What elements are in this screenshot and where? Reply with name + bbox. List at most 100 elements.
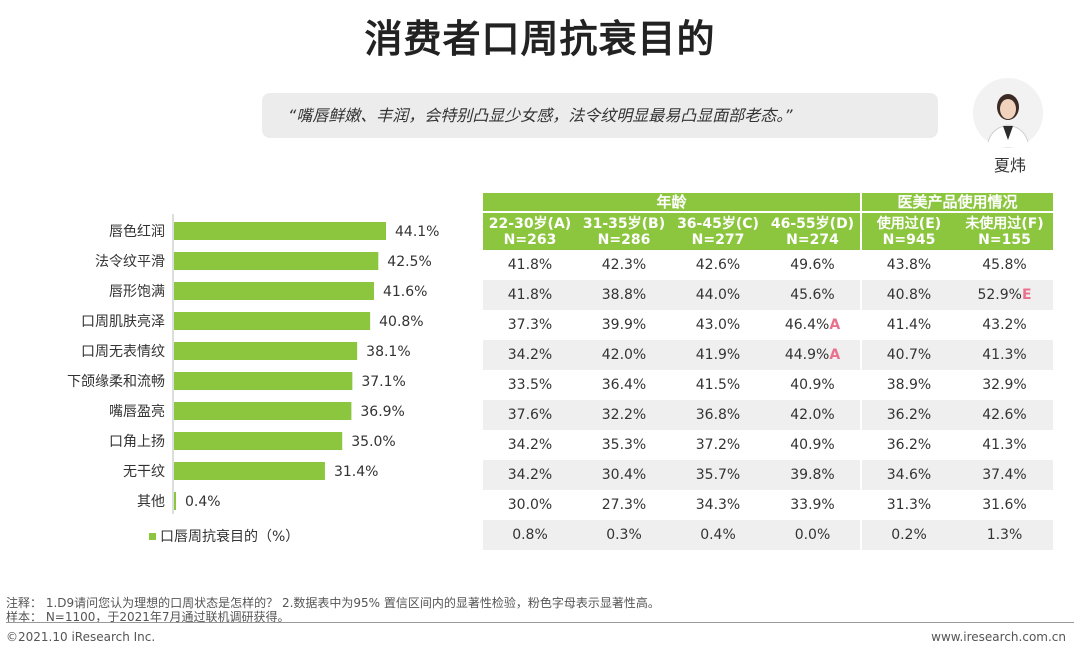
data-label: 35.0%	[351, 434, 395, 450]
table-cell: 46.4%A	[765, 310, 862, 340]
table-cell: 30.4%	[577, 460, 671, 490]
group-header-age: 年龄	[483, 193, 862, 211]
cell-value: 41.3%	[982, 347, 1027, 363]
column-header: 36-45岁(C) N=277	[671, 211, 765, 250]
table-row: 34.2% 30.4% 35.7% 39.8% 34.6% 37.4%	[483, 460, 1053, 490]
cell-value: 39.9%	[601, 317, 647, 333]
cell-value: 41.8%	[507, 257, 553, 273]
cell-value: 49.6%	[790, 257, 835, 273]
cell-value: 43.2%	[982, 317, 1027, 333]
table-row: 37.6% 32.2% 36.8% 42.0% 36.2% 42.6%	[483, 400, 1053, 430]
cell-value: 37.2%	[695, 437, 741, 453]
table-row: 37.3% 39.9% 43.0% 46.4%A 41.4% 43.2%	[483, 310, 1053, 340]
column-header: 31-35岁(B) N=286	[577, 211, 671, 250]
table-cell: 27.3%	[577, 490, 671, 520]
column-header: 使用过(E) N=945	[862, 211, 956, 250]
category-label: 其他	[137, 494, 165, 510]
cell-value: 34.2%	[507, 437, 553, 453]
person-icon	[973, 78, 1043, 148]
column-label: 46-55岁(D)	[770, 215, 855, 232]
table-cell: 33.9%	[765, 490, 862, 520]
table-cell: 41.9%	[671, 340, 765, 370]
footnote: 注释： 1.D9请问您认为理想的口周状态是怎样的？ 2.数据表中为95% 置信区…	[6, 596, 660, 610]
cell-value: 45.6%	[790, 287, 835, 303]
table-cell: 37.6%	[483, 400, 577, 430]
column-sample-size: N=277	[691, 231, 745, 248]
column-label: 未使用过(F)	[965, 215, 1044, 232]
cell-value: 45.8%	[982, 257, 1027, 273]
cell-value: 37.6%	[507, 407, 553, 423]
cell-value: 41.5%	[695, 377, 741, 393]
column-sample-size: N=263	[503, 231, 557, 248]
table-row: 41.8% 38.8% 44.0% 45.6% 40.8% 52.9%E	[483, 280, 1053, 310]
cell-value: 41.8%	[507, 287, 553, 303]
table-cell: 52.9%E	[956, 280, 1053, 310]
table-cell: 45.6%	[765, 280, 862, 310]
cell-value: 0.2%	[891, 527, 927, 543]
group-header-aesthetic-usage: 医美产品使用情况	[862, 193, 1053, 211]
table-cell: 37.4%	[956, 460, 1053, 490]
cell-value: 32.9%	[982, 377, 1027, 393]
bar	[174, 282, 374, 300]
table-cell: 39.8%	[765, 460, 862, 490]
cell-value: 43.0%	[695, 317, 741, 333]
cell-value: 44.9%	[784, 347, 830, 363]
cell-value: 42.6%	[982, 407, 1027, 423]
cell-value: 27.3%	[601, 497, 647, 513]
website-link[interactable]: www.iresearch.com.cn	[931, 630, 1066, 644]
data-label: 0.4%	[185, 494, 221, 510]
cell-value: 32.2%	[601, 407, 647, 423]
bar-chart: 唇色红润 44.1% 法令纹平滑 42.5% 唇形饱满 41.6% 口周肌肤亮泽 40.8% 口…	[67, 214, 439, 545]
table-cell: 34.3%	[671, 490, 765, 520]
column-sample-size: N=274	[786, 231, 839, 248]
expert-name: 夏炜	[993, 156, 1026, 175]
table-cell: 36.8%	[671, 400, 765, 430]
table-cell: 41.3%	[956, 340, 1053, 370]
category-label: 唇色红润	[109, 223, 165, 240]
table-cell: 36.2%	[862, 400, 956, 430]
cell-value: 42.0%	[790, 407, 835, 423]
significance-marker: A	[829, 347, 841, 363]
sample-note: 样本： N=1100，于2021年7月通过联机调研获得。	[6, 610, 290, 624]
category-label: 无干纹	[123, 464, 165, 480]
table-cell: 42.6%	[671, 250, 765, 280]
bar	[174, 342, 358, 360]
table-cell: 34.2%	[483, 430, 577, 460]
table-cell: 34.2%	[483, 340, 577, 370]
category-label: 下颌缘柔和流畅	[67, 374, 165, 390]
column-header: 未使用过(F) N=155	[956, 211, 1053, 250]
cell-value: 36.4%	[601, 377, 647, 393]
category-label: 口周肌肤亮泽	[81, 313, 165, 330]
table-cell: 31.3%	[862, 490, 956, 520]
cell-value: 35.3%	[601, 437, 647, 453]
cell-value: 31.3%	[886, 497, 932, 513]
table-row: 30.0% 27.3% 34.3% 33.9% 31.3% 31.6%	[483, 490, 1053, 520]
bar	[174, 402, 352, 420]
cell-value: 42.3%	[601, 257, 647, 273]
data-label: 37.1%	[361, 374, 405, 390]
expert-avatar	[973, 78, 1043, 148]
table-cell: 41.8%	[483, 280, 577, 310]
legend-swatch	[149, 533, 156, 540]
cell-value: 36.8%	[695, 407, 741, 423]
bar	[174, 252, 379, 270]
column-label: 22-30岁(A)	[488, 215, 572, 232]
cell-value: 42.6%	[695, 257, 741, 273]
table-cell: 38.8%	[577, 280, 671, 310]
table-cell: 40.7%	[862, 340, 956, 370]
significance-marker: E	[1021, 287, 1032, 303]
data-label: 44.1%	[395, 224, 439, 240]
category-label: 嘴唇盈亮	[109, 403, 165, 420]
page-title: 消费者口周抗衰目的	[364, 17, 716, 61]
cell-value: 41.9%	[695, 347, 741, 363]
cell-value: 0.4%	[700, 527, 736, 543]
table-cell: 41.4%	[862, 310, 956, 340]
table-cell: 0.3%	[577, 520, 671, 550]
footer-divider	[6, 622, 1074, 623]
table-cell: 30.0%	[483, 490, 577, 520]
cell-value: 43.8%	[886, 257, 932, 273]
comparison-table: 年龄 医美产品使用情况 22-30岁(A) N=263 31-35岁(B) N=286…	[483, 193, 1053, 550]
table-row: 33.5% 36.4% 41.5% 40.9% 38.9% 32.9%	[483, 370, 1053, 400]
cell-value: 30.0%	[507, 497, 553, 513]
bar	[174, 222, 386, 240]
